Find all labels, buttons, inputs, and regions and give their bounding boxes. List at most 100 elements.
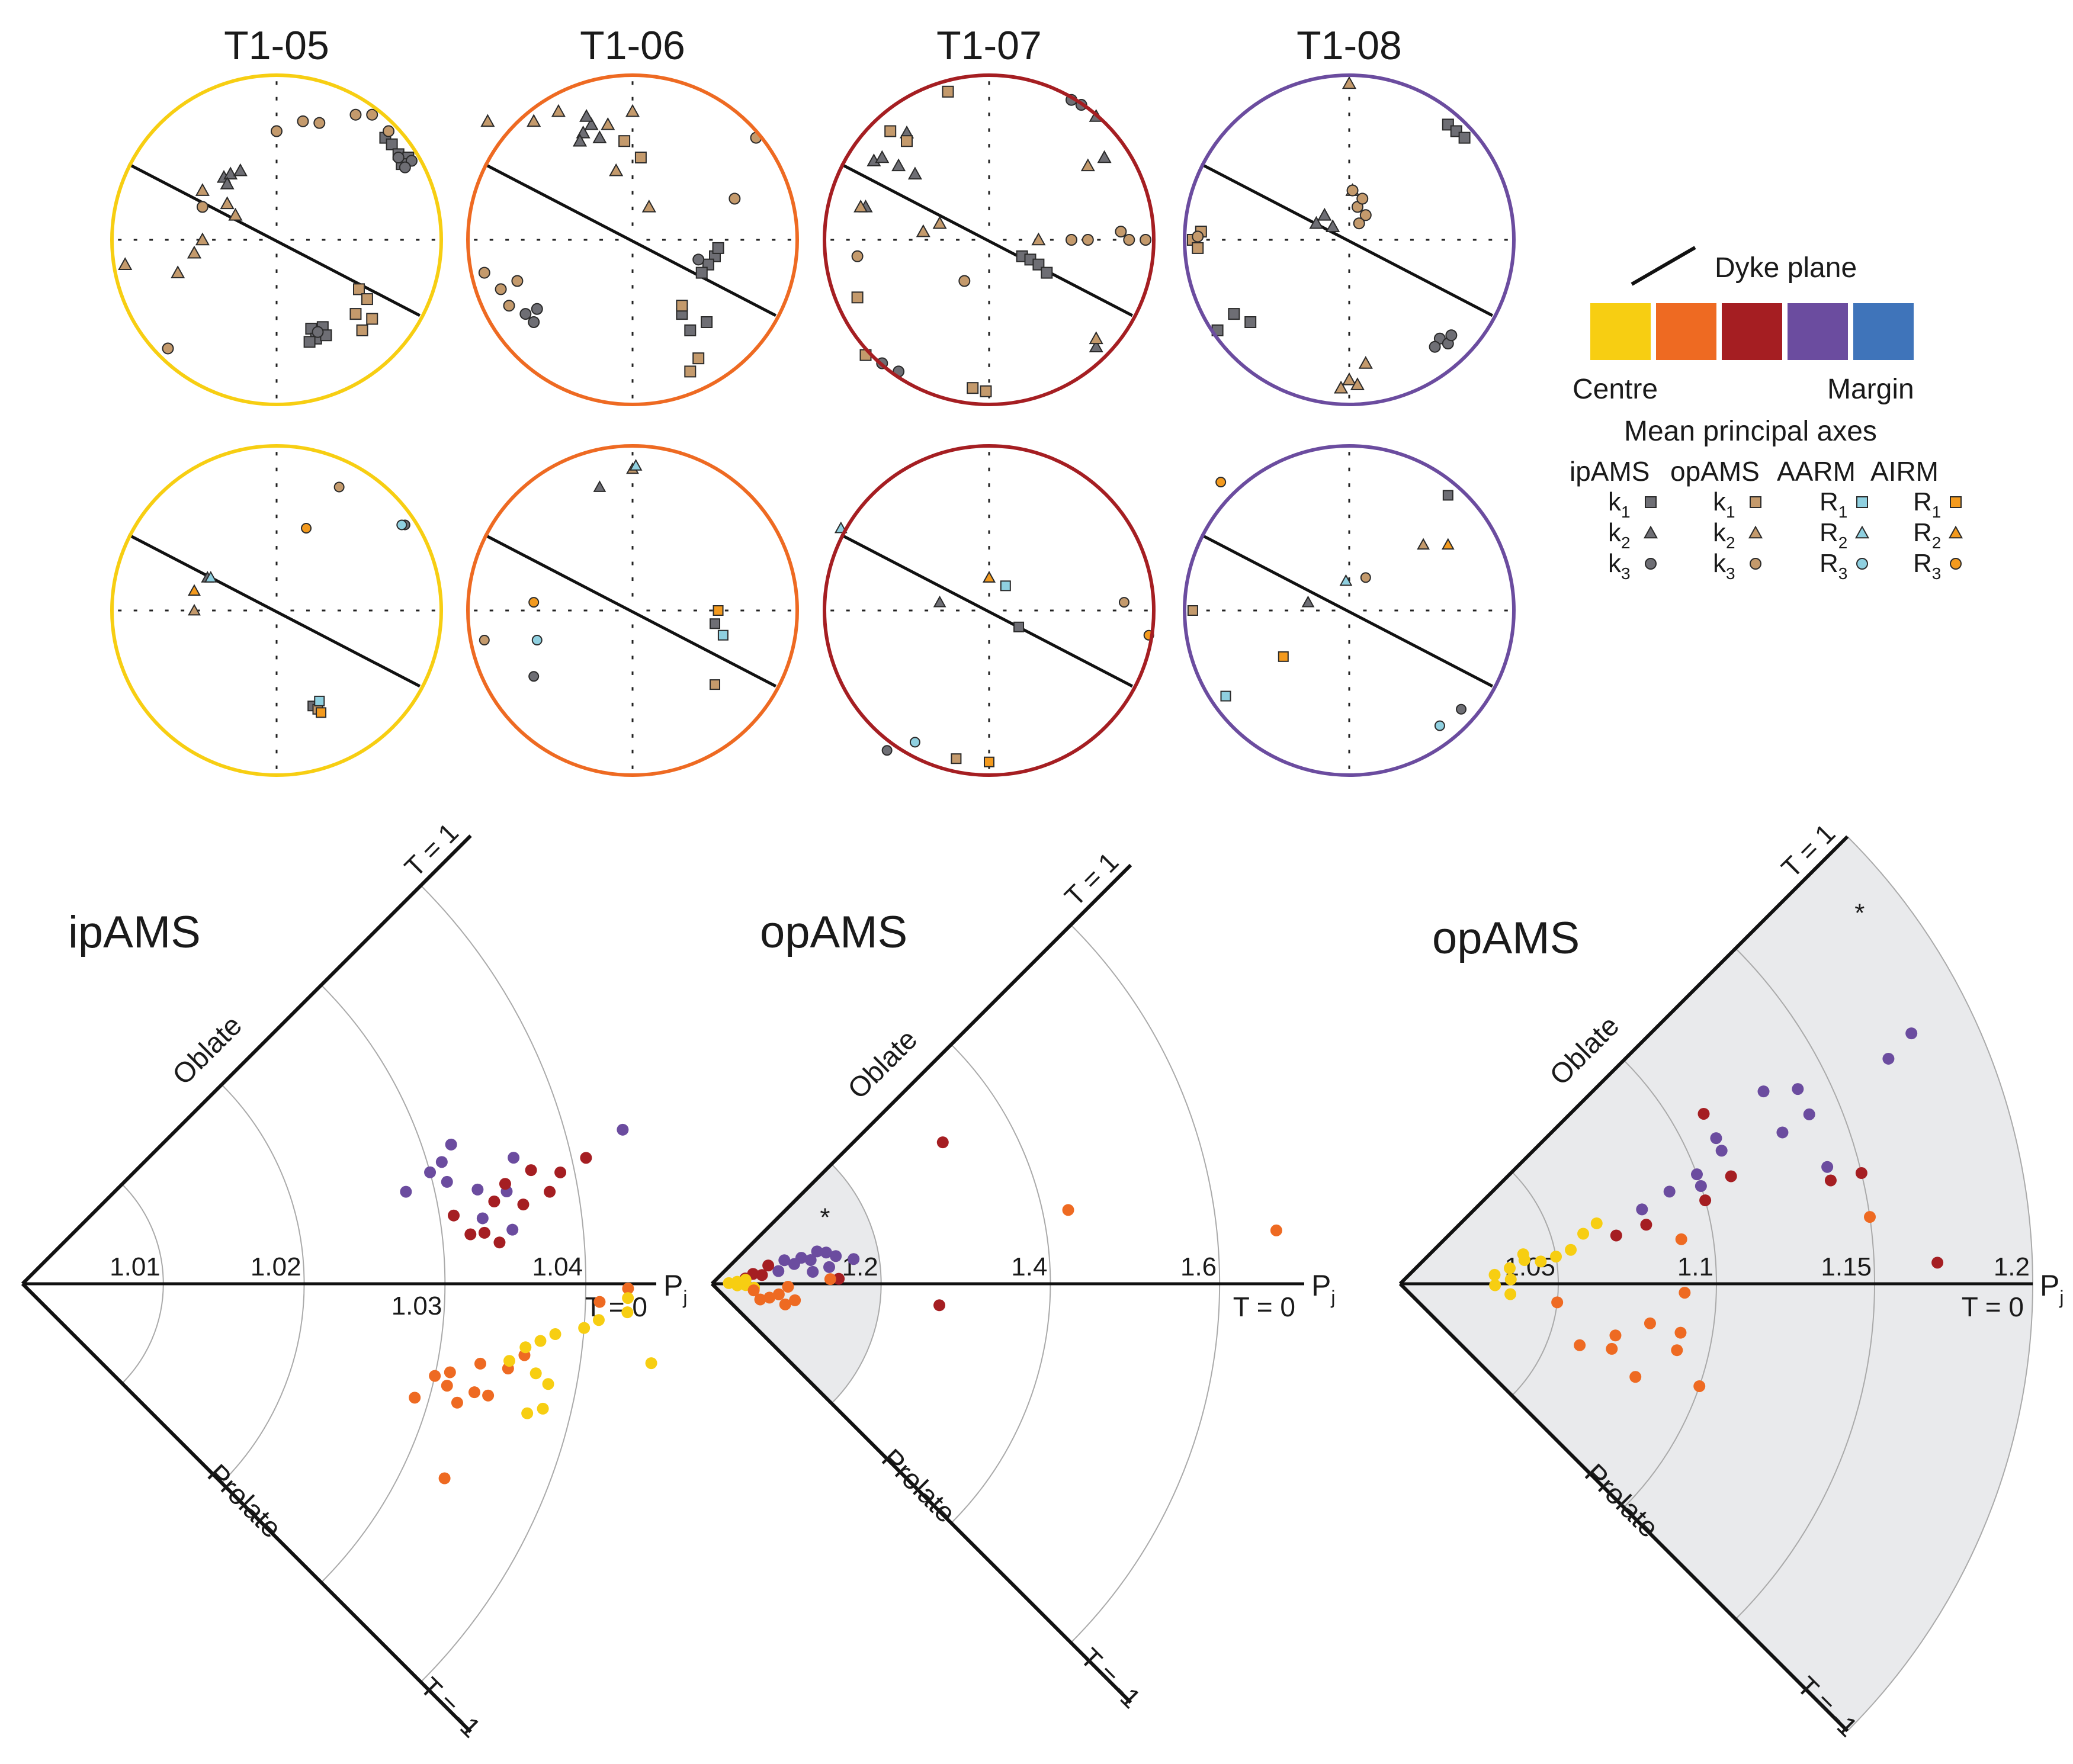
data-point [488,1196,500,1208]
stereonet-point [692,253,705,266]
data-point [617,1123,629,1136]
data-point [772,1265,785,1277]
data-point [1695,1180,1707,1192]
stereonet-point [625,104,640,117]
stereonet-point [188,603,201,616]
stereonet-point [353,283,365,295]
stereonet-point [1041,266,1053,279]
data-point [499,1178,511,1190]
stereonet-point [1228,308,1240,320]
prolate-label: Prolate [201,1458,287,1544]
axis-letter: k [1713,487,1727,516]
data-point [1629,1371,1642,1383]
stereonet-point [366,313,378,325]
axis-symbol: R1 [1820,487,1847,521]
data-point [1504,1288,1517,1300]
t-minus-one-label: T = -1 [415,1671,487,1743]
data-point [493,1236,506,1249]
legend-marker [1948,525,1963,539]
stereonet-point [1456,703,1467,715]
stereonet-point [399,161,411,173]
stereonet-point [1080,158,1095,172]
stereonet-point [1434,720,1445,731]
data-point [1489,1279,1501,1291]
data-point [621,1306,634,1319]
stereonet-point [1309,216,1324,229]
axis-letter: R [1913,549,1932,578]
dyke-plane-line [127,162,421,317]
stereonet-point [851,291,864,304]
data-point [424,1166,437,1178]
stereonet-point [528,671,540,682]
stereonet-point [1082,234,1094,246]
stereonet-point [316,707,327,718]
oblate-axis [1398,835,1849,1286]
axis-letter: R [1913,518,1932,547]
stereonet-point [909,737,920,748]
stereonet-ring [110,73,443,406]
stereonet-point [187,245,202,259]
stereonet-point [349,308,362,320]
stereonet-point [713,605,724,616]
data-point [525,1164,537,1177]
data-point [811,1245,823,1258]
stereonet-point [383,125,395,137]
stereonet-point [881,745,893,756]
data-point [429,1370,441,1382]
data-point [471,1183,484,1196]
stereonet-point [942,85,954,98]
t-zero-label: T = 0 [1962,1291,2024,1322]
stereonet-point [228,207,243,221]
pj-axis-label: Pj [663,1269,687,1308]
data-point [1551,1296,1564,1309]
stereonet [110,444,443,777]
data-point [747,1284,760,1297]
data-point [824,1273,836,1286]
data-point [762,1259,775,1272]
pj-tick-label: 1.4 [1011,1252,1047,1281]
t-zero-label: T = 0 [1233,1291,1295,1322]
sample-title: T1-07 [936,23,1042,68]
stereonet-point [951,753,962,764]
pj-tick-label: 1.02 [251,1252,301,1281]
data-point [820,1246,832,1259]
data-point [1715,1145,1728,1157]
data-point [1821,1161,1834,1173]
data-point [936,1136,949,1149]
axis-symbol: k1 [1608,487,1631,521]
stereonet-ring [466,73,799,406]
stereonet-point [1334,380,1349,394]
data-point [645,1357,657,1370]
stereonet-point [1358,356,1373,369]
mean-axes-label: Mean principal axes [1624,416,1877,447]
stereonet-point [584,117,599,130]
stereonet-point [313,117,326,129]
data-point [1610,1229,1622,1242]
stereonet-point [1097,150,1112,163]
legend-marker [1950,558,1962,570]
data-point [1679,1287,1691,1299]
stereonet-point [729,192,741,205]
stereonet-point [223,166,238,180]
stereonet-point [480,114,495,127]
stereonet-point [333,481,345,493]
stereonet-point [901,135,913,147]
data-point [1699,1194,1712,1207]
data-point [517,1199,530,1211]
stereonet-point [220,176,235,189]
stereonet-point [692,352,705,365]
legend-marker [1950,496,1962,508]
oblate-axis [21,834,472,1286]
data-point [451,1396,463,1409]
stereonet-point [349,108,362,121]
stereonet-point [220,196,235,210]
data-point [578,1322,591,1334]
axis-symbol: R2 [1913,518,1941,552]
stereonet-point [1244,316,1257,328]
legend-column-title: ipAMS [1570,456,1650,487]
stereonet-point [531,635,543,646]
axis-subscript: 3 [1726,564,1735,583]
